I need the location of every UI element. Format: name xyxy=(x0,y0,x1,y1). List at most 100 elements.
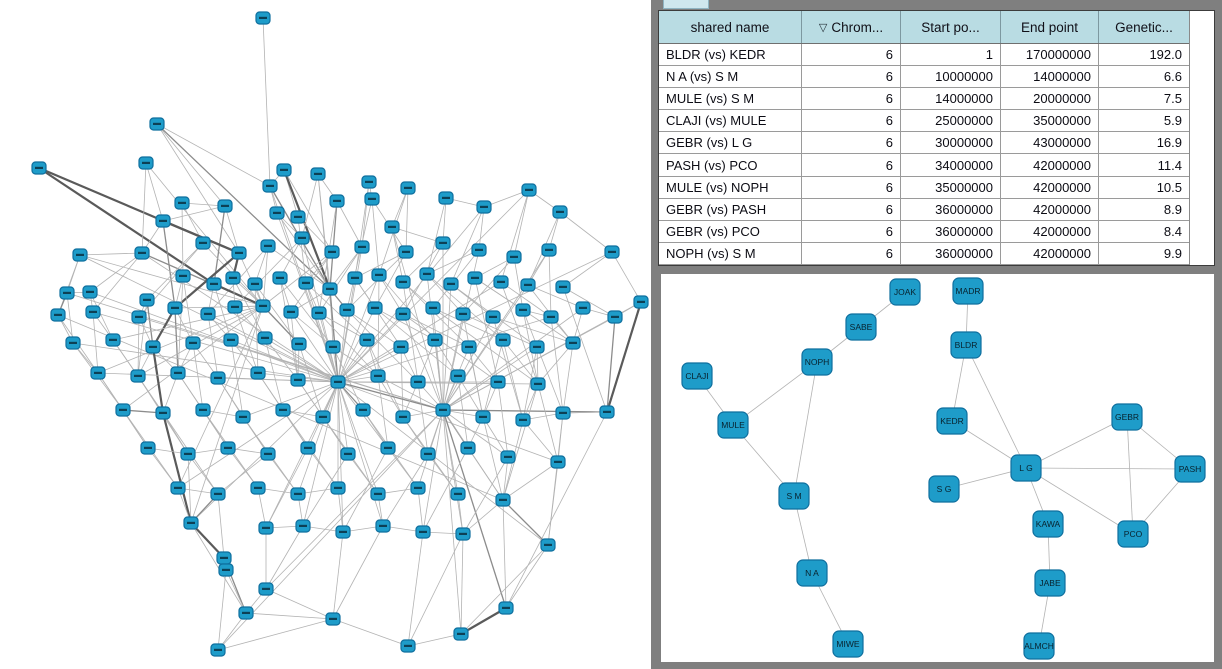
graph-edge[interactable] xyxy=(79,254,264,307)
graph-edge[interactable] xyxy=(337,381,549,546)
graph-node[interactable] xyxy=(250,481,266,495)
table-row[interactable]: PASH (vs) PCO 6 34000000 42000000 11.4 xyxy=(659,154,1189,177)
graph-edge[interactable] xyxy=(336,200,363,248)
graph-edge[interactable] xyxy=(460,533,464,635)
graph-node[interactable] xyxy=(461,340,477,354)
graph-node[interactable] xyxy=(330,375,346,389)
graph-node[interactable] xyxy=(130,369,146,383)
graph-node[interactable] xyxy=(167,301,183,315)
graph-edge[interactable] xyxy=(402,313,470,348)
graph-node[interactable] xyxy=(238,606,254,620)
graph-edge[interactable] xyxy=(213,282,264,308)
graph-edge[interactable] xyxy=(422,409,444,533)
graph-node[interactable]: MULE xyxy=(717,411,749,439)
graph-edge[interactable] xyxy=(282,169,332,290)
graph-edge[interactable] xyxy=(264,337,284,411)
graph-edge[interactable] xyxy=(502,383,539,501)
graph-node[interactable]: L G xyxy=(1010,454,1042,482)
graph-edge[interactable] xyxy=(457,375,484,418)
graph-edge[interactable] xyxy=(1025,467,1134,535)
graph-node[interactable] xyxy=(495,333,511,347)
graph-node[interactable] xyxy=(276,163,292,177)
table-cell[interactable]: 6.6 xyxy=(1099,66,1189,89)
graph-node[interactable] xyxy=(400,181,416,195)
graph-edge[interactable] xyxy=(332,531,344,620)
graph-edge[interactable] xyxy=(177,305,264,489)
graph-edge[interactable] xyxy=(462,313,538,348)
graph-edge[interactable] xyxy=(522,309,564,414)
graph-node[interactable] xyxy=(455,307,471,321)
graph-edge[interactable] xyxy=(427,453,459,495)
table-cell[interactable]: 42000000 xyxy=(1001,220,1099,243)
graph-node[interactable] xyxy=(599,405,615,419)
graph-node[interactable] xyxy=(174,196,190,210)
graph-edge[interactable] xyxy=(342,447,389,533)
graph-edge[interactable] xyxy=(156,123,271,187)
graph-edge[interactable] xyxy=(290,311,339,383)
graph-edge[interactable] xyxy=(337,309,348,383)
graph-edge[interactable] xyxy=(377,375,404,418)
table-row[interactable]: N A (vs) S M 6 10000000 14000000 6.6 xyxy=(659,66,1189,89)
graph-node[interactable] xyxy=(370,487,386,501)
table-cell[interactable]: 5.9 xyxy=(1099,110,1189,133)
column-header-start-position[interactable]: Start po... xyxy=(901,11,1001,43)
graph-edge[interactable] xyxy=(450,206,485,285)
graph-edge[interactable] xyxy=(391,226,404,283)
graph-edge[interactable] xyxy=(337,277,356,383)
graph-edge[interactable] xyxy=(391,226,444,244)
graph-edge[interactable] xyxy=(156,123,240,254)
graph-node[interactable]: MADR xyxy=(952,277,984,305)
graph-node[interactable] xyxy=(455,527,471,541)
graph-edge[interactable] xyxy=(550,316,564,414)
graph-node-shape[interactable] xyxy=(1034,569,1066,597)
graph-edge[interactable] xyxy=(146,299,154,348)
graph-node[interactable] xyxy=(380,441,396,455)
column-header-shared-name[interactable]: shared name xyxy=(659,11,802,43)
graph-edge[interactable] xyxy=(502,456,509,501)
table-cell[interactable]: 8.9 xyxy=(1099,199,1189,221)
graph-node[interactable] xyxy=(485,310,501,324)
table-row[interactable]: NOPH (vs) S M 6 36000000 42000000 9.9 xyxy=(659,242,1189,265)
graph-edge[interactable] xyxy=(262,251,333,307)
table-row[interactable]: BLDR (vs) KEDR 6 1 170000000 192.0 xyxy=(659,44,1189,67)
graph-edge[interactable] xyxy=(302,381,339,527)
table-row[interactable]: GEBR (vs) PCO 6 36000000 42000000 8.4 xyxy=(659,220,1189,243)
graph-edge[interactable] xyxy=(347,453,379,495)
table-cell[interactable]: PASH (vs) PCO xyxy=(659,154,802,177)
graph-edge[interactable] xyxy=(217,618,334,651)
graph-node-shape[interactable] xyxy=(1010,454,1042,482)
table-cell[interactable]: 16.9 xyxy=(1099,132,1189,155)
graph-node[interactable] xyxy=(355,403,371,417)
graph-edge[interactable] xyxy=(146,242,204,301)
graph-node[interactable] xyxy=(530,377,546,391)
graph-node[interactable] xyxy=(65,336,81,350)
graph-node[interactable]: JOAK xyxy=(889,278,921,306)
graph-edge[interactable] xyxy=(482,416,504,501)
graph-node[interactable] xyxy=(398,245,414,259)
graph-node[interactable]: PASH xyxy=(1174,455,1206,483)
table-cell[interactable]: BLDR (vs) KEDR xyxy=(659,44,802,67)
table-row[interactable]: CLAJI (vs) MULE 6 25000000 35000000 5.9 xyxy=(659,110,1189,133)
graph-node[interactable] xyxy=(329,194,345,208)
graph-node[interactable] xyxy=(255,11,271,25)
graph-edge[interactable] xyxy=(307,447,339,489)
graph-node[interactable] xyxy=(149,117,165,131)
graph-edge[interactable] xyxy=(426,197,447,275)
graph-node-shape[interactable] xyxy=(1174,455,1206,483)
graph-edge[interactable] xyxy=(442,409,464,535)
graph-edge[interactable] xyxy=(290,311,334,348)
table-vertical-scrollbar[interactable] xyxy=(1189,11,1214,265)
graph-node[interactable] xyxy=(521,183,537,197)
table-cell[interactable]: 14000000 xyxy=(901,88,1001,111)
graph-node[interactable] xyxy=(180,447,196,461)
graph-node[interactable] xyxy=(31,161,47,175)
table-cell[interactable]: 6 xyxy=(802,198,901,221)
graph-edge[interactable] xyxy=(265,447,309,529)
table-cell[interactable]: CLAJI (vs) MULE xyxy=(659,110,802,133)
graph-node[interactable] xyxy=(210,371,226,385)
graph-edge[interactable] xyxy=(513,189,530,258)
graph-node[interactable] xyxy=(223,333,239,347)
graph-node[interactable] xyxy=(131,310,147,324)
graph-edge[interactable] xyxy=(1126,416,1134,535)
graph-node[interactable] xyxy=(283,305,299,319)
